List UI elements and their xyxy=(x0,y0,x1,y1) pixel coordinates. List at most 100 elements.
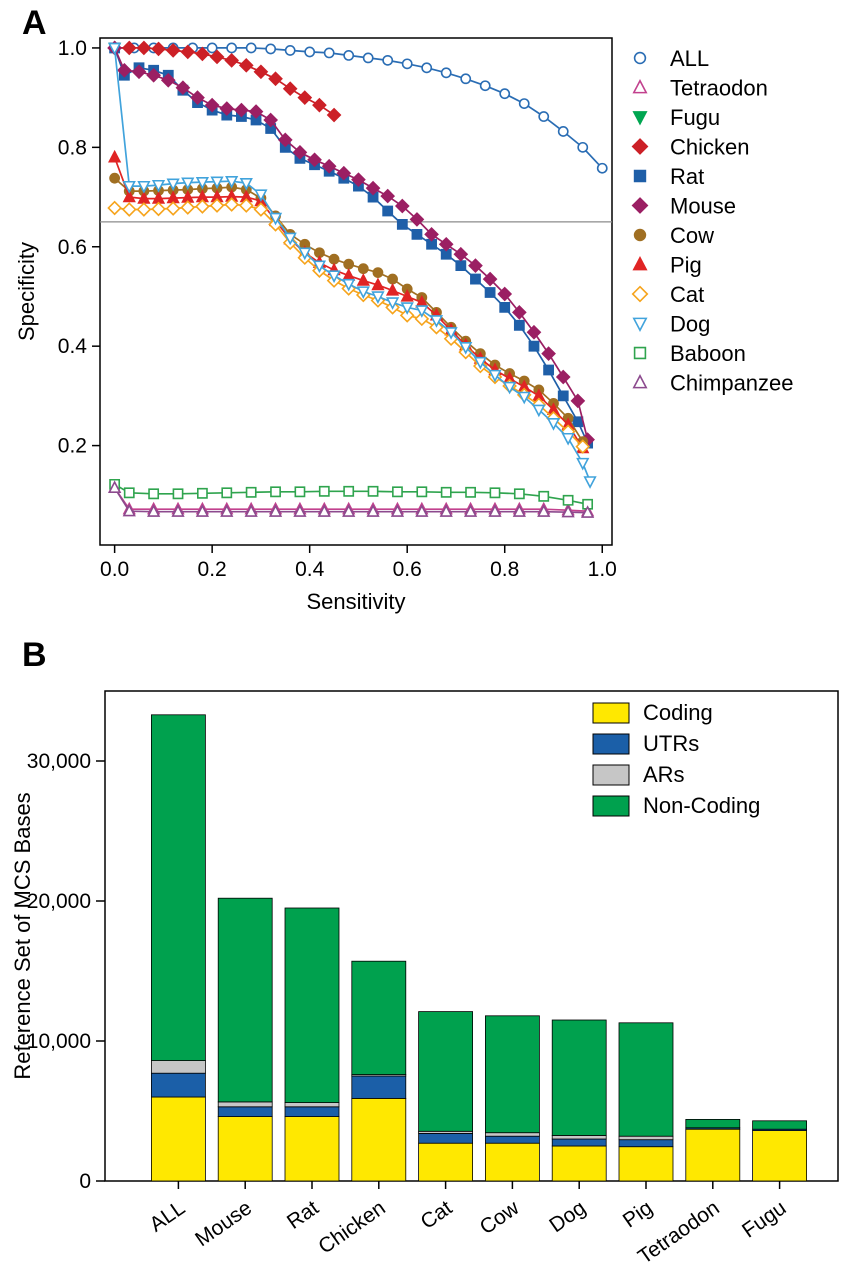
point-baboon xyxy=(465,486,476,498)
bar-fugu xyxy=(752,1120,807,1182)
panel-b-legend: Coding UTRs ARs Non-Coding xyxy=(592,700,760,818)
point-dog xyxy=(546,418,561,431)
point-dog xyxy=(429,315,444,328)
point-chimpanzee xyxy=(171,504,185,517)
point-chimpanzee xyxy=(415,504,429,517)
segment-ars-cow xyxy=(484,1132,540,1137)
point-all xyxy=(421,62,433,74)
panel-a-ytick-label: 0.8 xyxy=(58,136,87,159)
point-chicken xyxy=(136,40,152,56)
point-chicken xyxy=(165,43,181,58)
point-dog xyxy=(137,180,151,194)
series-all xyxy=(109,42,608,174)
point-cow xyxy=(357,263,369,275)
series-baboon xyxy=(109,478,594,510)
panel-a-label: A xyxy=(22,4,47,42)
point-chimpanzee xyxy=(439,504,453,517)
point-pig xyxy=(356,273,370,286)
bar-cat xyxy=(418,1011,474,1182)
point-chicken xyxy=(282,81,298,97)
legend-label-tetraodon: Tetraodon xyxy=(670,76,768,101)
panel-b-xtick-label-chicken: Chicken xyxy=(314,1196,389,1258)
panel-a-xtick-label: 0.2 xyxy=(198,558,227,581)
point-all xyxy=(304,46,316,58)
series-mouse xyxy=(107,40,595,447)
point-mouse xyxy=(482,271,498,287)
panel-b-xtick-label-pig: Pig xyxy=(619,1196,657,1232)
point-chimpanzee xyxy=(293,504,307,517)
segment-non-coding-tetraodon xyxy=(685,1118,741,1129)
legend-marker-baboon xyxy=(633,346,647,360)
point-mouse xyxy=(204,97,220,113)
point-baboon xyxy=(392,486,403,498)
legend-label-cat: Cat xyxy=(670,282,704,307)
point-rat xyxy=(396,218,408,230)
legend-label-cow: Cow xyxy=(670,223,714,248)
point-all xyxy=(440,67,452,79)
segment-coding-chicken xyxy=(351,1097,407,1182)
point-mouse xyxy=(394,198,410,214)
point-pig xyxy=(371,277,385,291)
point-baboon xyxy=(489,487,501,499)
point-chicken xyxy=(297,90,313,105)
point-chimpanzee xyxy=(147,504,161,517)
point-pig xyxy=(400,288,414,302)
series-line-dog xyxy=(113,47,591,482)
legend-marker-dog xyxy=(632,317,648,332)
point-dog xyxy=(371,291,385,304)
point-dog xyxy=(583,476,597,489)
bar-tetraodon xyxy=(685,1118,741,1182)
point-cat xyxy=(195,199,210,214)
point-all xyxy=(460,73,472,85)
legend-marker-rat xyxy=(633,169,647,183)
point-dog xyxy=(254,189,268,203)
segment-ars-pig xyxy=(618,1135,674,1141)
series-line-cow xyxy=(114,177,584,443)
panel-a-ytick-label: 1.0 xyxy=(58,37,87,60)
point-pig xyxy=(108,149,122,163)
panel-b-xtick-label-cow: Cow xyxy=(476,1196,524,1239)
point-chicken xyxy=(224,53,239,68)
point-dog xyxy=(356,286,370,299)
panel-b-ytick-label: 30,000 xyxy=(27,750,91,773)
legend-marker-chimpanzee xyxy=(632,374,648,389)
point-mouse xyxy=(541,346,556,361)
point-chimpanzee xyxy=(195,504,210,517)
point-cat xyxy=(107,200,122,216)
panel-a-xtick-label: 0.8 xyxy=(490,558,519,581)
series-line-chicken xyxy=(114,47,335,116)
series-chimpanzee xyxy=(108,480,595,518)
segment-ars-mouse xyxy=(217,1101,273,1108)
point-cat xyxy=(151,201,166,217)
point-all xyxy=(343,49,355,61)
point-cat xyxy=(180,200,196,215)
point-mouse xyxy=(234,102,249,118)
point-cat xyxy=(253,202,269,217)
point-cow xyxy=(387,273,398,285)
point-chimpanzee xyxy=(537,504,551,517)
point-all xyxy=(557,126,569,137)
legend-marker-cow xyxy=(633,228,647,242)
point-chimpanzee xyxy=(244,504,258,517)
legend-marker-pig xyxy=(632,256,648,271)
panel-a-xlabel: Sensitivity xyxy=(306,589,405,614)
point-mouse xyxy=(351,172,366,188)
point-mouse xyxy=(336,165,352,181)
point-chimpanzee xyxy=(512,504,526,517)
legend-label-chicken: Chicken xyxy=(670,135,749,160)
panel-a-ylabel: Specificity xyxy=(14,242,39,341)
legend-label-ars: ARs xyxy=(643,762,685,787)
point-cow xyxy=(372,267,384,279)
point-dog xyxy=(517,391,531,405)
point-baboon xyxy=(294,486,306,498)
point-baboon xyxy=(538,490,550,502)
point-all xyxy=(518,98,530,110)
point-chicken xyxy=(238,57,254,73)
point-dog xyxy=(210,176,224,190)
point-chimpanzee xyxy=(581,505,595,518)
point-baboon xyxy=(221,487,233,499)
legend-swatch-ars xyxy=(592,764,630,786)
legend-swatch-utrs xyxy=(592,733,630,755)
point-mouse xyxy=(409,212,425,227)
point-dog xyxy=(195,176,210,190)
